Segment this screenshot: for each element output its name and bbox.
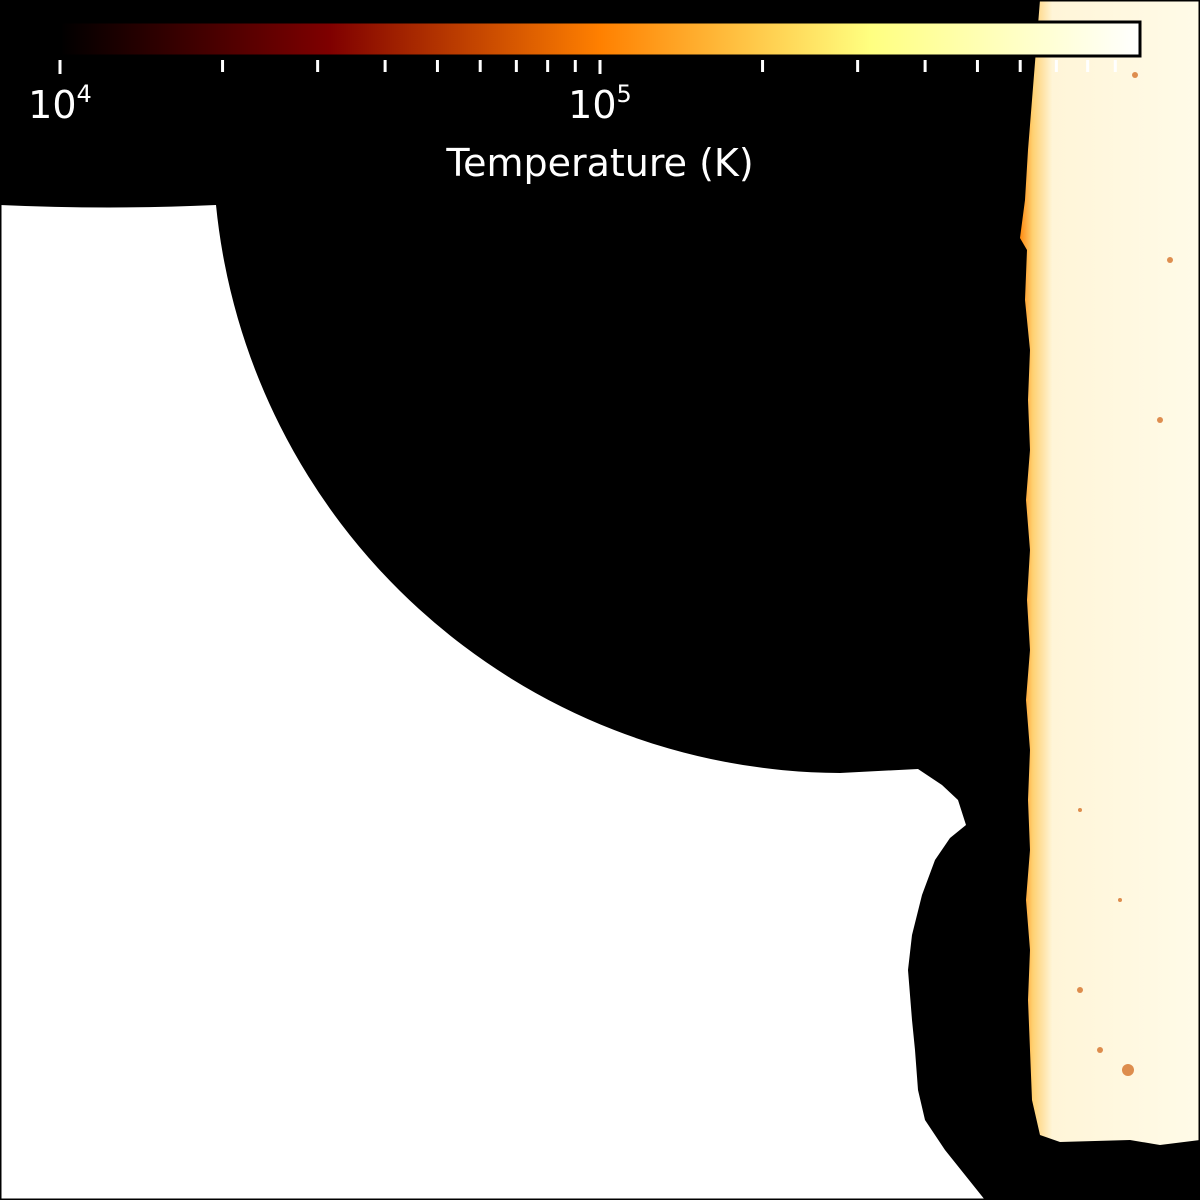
hotspot [1118,898,1122,902]
colorbar-gradient [60,22,1140,56]
tick-label-exponent: 4 [77,80,92,108]
colorbar-tick-labels: 104 105 [28,80,632,127]
hotspot [1077,987,1083,993]
hotspot [1157,417,1163,423]
tick-label-base: 10 [28,83,76,127]
white-region [0,205,985,1200]
colorbar-label: Temperature (K) [445,141,753,185]
tick-label-base: 10 [568,83,616,127]
colorbar-ticks [58,60,1117,74]
hotspot [1122,1064,1134,1076]
colorbar: 104 105 Temperature (K) [28,20,1142,185]
hot-gas-column [1020,0,1200,1145]
tick-label-exponent: 5 [617,80,632,108]
hotspot [1167,257,1173,263]
hotspot [1078,808,1082,812]
colorbar-outline [58,20,1142,58]
hotspot [1132,72,1138,78]
column-hotspots [1077,72,1173,1076]
colorbar-tick-label: 104 [28,80,92,127]
hotspot [1097,1047,1103,1053]
colorbar-tick-label: 105 [568,80,632,127]
